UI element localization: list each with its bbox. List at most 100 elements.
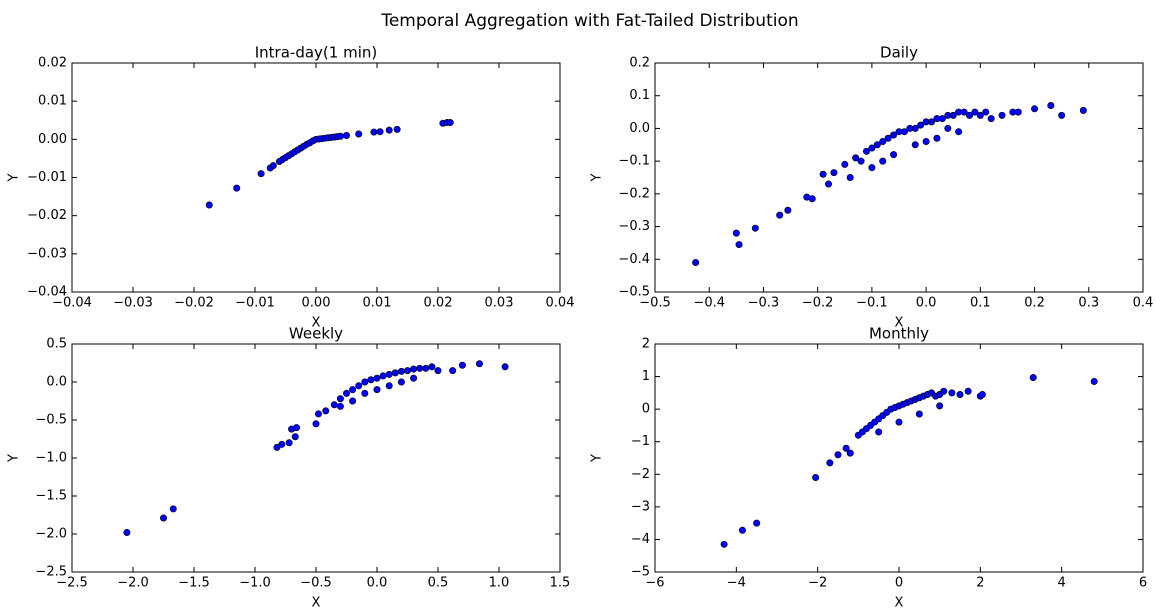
point bbox=[361, 389, 369, 397]
subplot-title: Weekly bbox=[289, 325, 343, 343]
point bbox=[842, 444, 850, 452]
point bbox=[322, 407, 330, 415]
y-tick-label: 0.0 bbox=[629, 121, 650, 136]
x-tick-label: 0.01 bbox=[363, 296, 392, 311]
point bbox=[361, 378, 369, 386]
point bbox=[257, 170, 265, 178]
y-tick-label: −0.5 bbox=[618, 285, 650, 300]
x-axis-label: X bbox=[895, 596, 904, 610]
point bbox=[751, 224, 759, 232]
x-tick-label: 0.02 bbox=[424, 296, 453, 311]
point bbox=[205, 201, 213, 209]
subplot-title: Intra-day(1 min) bbox=[255, 44, 377, 62]
point bbox=[391, 369, 399, 377]
point bbox=[808, 195, 816, 203]
y-tick-label: 0 bbox=[642, 402, 650, 417]
point bbox=[1079, 106, 1087, 114]
point bbox=[410, 374, 418, 382]
x-tick-label: −0.1 bbox=[856, 296, 888, 311]
plot-frame bbox=[654, 343, 1144, 573]
point bbox=[955, 128, 963, 136]
point bbox=[692, 259, 700, 267]
y-tick-label: 0.01 bbox=[38, 94, 67, 109]
x-tick-label: −0.03 bbox=[113, 296, 153, 311]
point bbox=[987, 115, 995, 123]
point bbox=[336, 132, 344, 140]
point bbox=[1090, 377, 1098, 385]
point bbox=[873, 141, 881, 149]
point bbox=[367, 376, 375, 384]
point bbox=[776, 211, 784, 219]
point bbox=[875, 428, 883, 436]
point bbox=[911, 141, 919, 149]
x-tick-label: 0.03 bbox=[485, 296, 514, 311]
plot-frame bbox=[71, 343, 561, 573]
point bbox=[446, 119, 454, 127]
point bbox=[385, 382, 393, 390]
point bbox=[890, 131, 898, 139]
point bbox=[336, 395, 344, 403]
y-tick-label: −2 bbox=[631, 467, 650, 482]
x-tick-label: 0.00 bbox=[302, 296, 331, 311]
x-tick-label: 2 bbox=[976, 576, 984, 591]
point bbox=[862, 147, 870, 155]
point bbox=[370, 128, 378, 136]
point bbox=[385, 370, 393, 378]
point bbox=[846, 449, 854, 457]
point bbox=[233, 184, 241, 192]
y-tick-label: 0.0 bbox=[46, 375, 67, 390]
x-tick-label: 6 bbox=[1139, 576, 1147, 591]
y-tick-label: −1.0 bbox=[35, 451, 67, 466]
x-tick-label: 4 bbox=[1058, 576, 1066, 591]
point bbox=[330, 401, 338, 409]
point bbox=[841, 160, 849, 168]
point bbox=[1058, 111, 1066, 119]
y-tick-label: −5 bbox=[631, 565, 650, 580]
y-tick-label: −2.5 bbox=[35, 565, 67, 580]
point bbox=[349, 397, 357, 405]
point bbox=[123, 528, 131, 536]
point bbox=[944, 124, 952, 132]
point bbox=[292, 424, 300, 432]
point bbox=[956, 390, 964, 398]
point bbox=[900, 128, 908, 136]
point bbox=[784, 206, 792, 214]
point bbox=[949, 111, 957, 119]
point bbox=[449, 367, 457, 375]
x-tick-label: 0.1 bbox=[970, 296, 991, 311]
point bbox=[475, 360, 483, 368]
point bbox=[753, 519, 761, 527]
point bbox=[355, 130, 363, 138]
point bbox=[720, 540, 728, 548]
y-tick-label: 0.1 bbox=[629, 88, 650, 103]
y-tick-label: −1 bbox=[631, 434, 650, 449]
point bbox=[393, 125, 401, 133]
point bbox=[291, 433, 299, 441]
point bbox=[397, 367, 405, 375]
point bbox=[403, 367, 411, 375]
x-tick-label: 0.5 bbox=[428, 576, 449, 591]
point bbox=[434, 367, 442, 375]
x-tick-label: −0.02 bbox=[174, 296, 214, 311]
point bbox=[428, 363, 436, 371]
x-tick-label: −2.5 bbox=[56, 576, 88, 591]
point bbox=[1029, 374, 1037, 382]
point bbox=[732, 229, 740, 237]
y-tick-label: −0.2 bbox=[618, 186, 650, 201]
point bbox=[857, 157, 865, 165]
point bbox=[978, 390, 986, 398]
y-axis-label: Y bbox=[7, 173, 22, 182]
point bbox=[1047, 102, 1055, 110]
point bbox=[868, 144, 876, 152]
y-axis-label: Y bbox=[590, 173, 605, 182]
point bbox=[169, 505, 177, 513]
point bbox=[911, 124, 919, 132]
point bbox=[917, 121, 925, 129]
x-axis-label: X bbox=[312, 316, 321, 331]
point bbox=[830, 169, 838, 177]
point bbox=[269, 162, 277, 170]
x-tick-label: −0.2 bbox=[802, 296, 834, 311]
x-tick-label: 1.5 bbox=[550, 576, 571, 591]
point bbox=[976, 111, 984, 119]
point bbox=[379, 372, 387, 380]
